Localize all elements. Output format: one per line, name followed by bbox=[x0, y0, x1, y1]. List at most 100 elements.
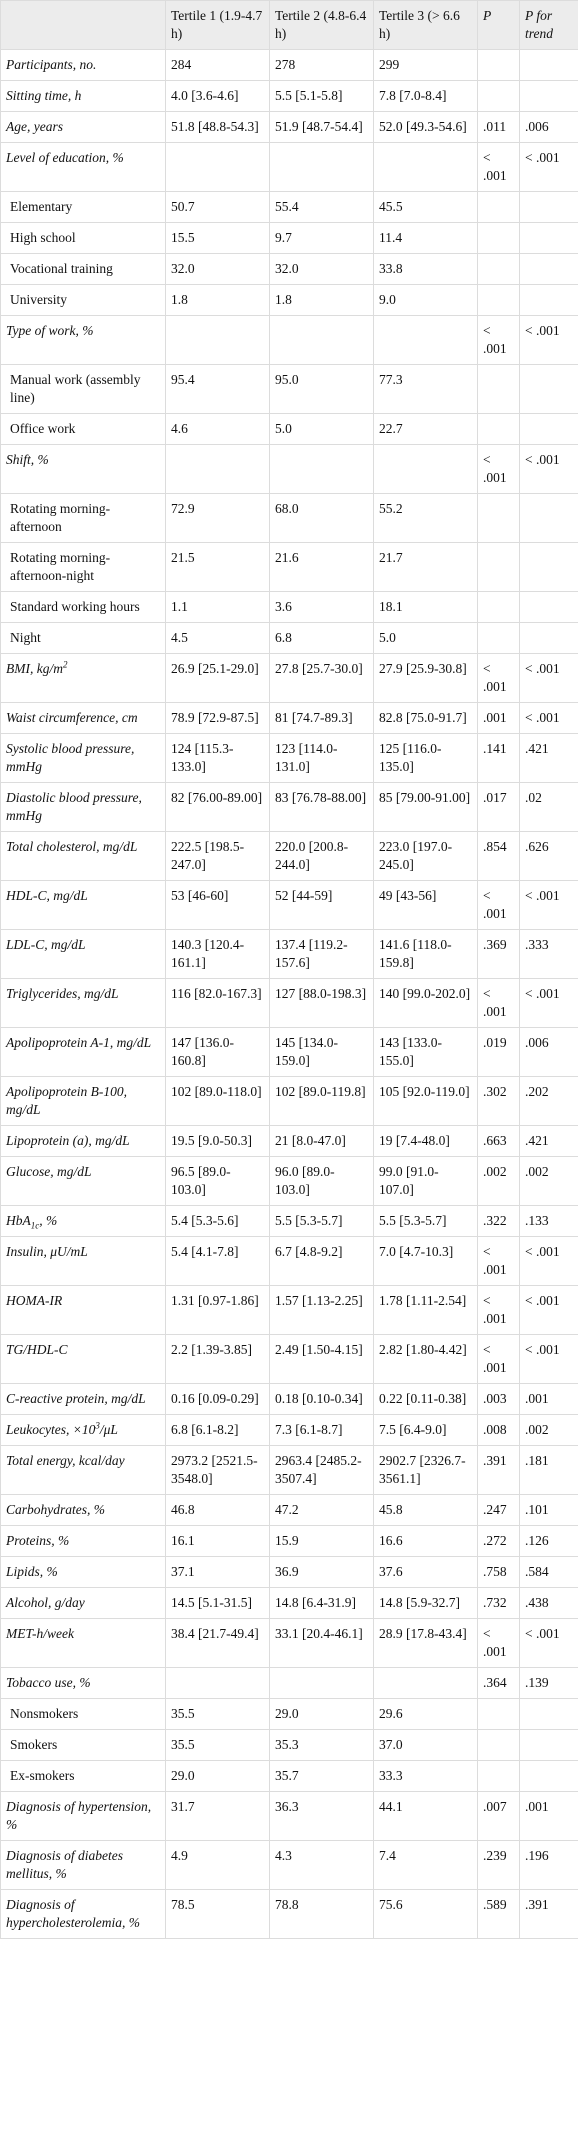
table-cell: 78.9 [72.9-87.5] bbox=[165, 702, 270, 734]
row-label: Tobacco use, % bbox=[0, 1667, 166, 1699]
table-cell: .139 bbox=[519, 1667, 578, 1699]
table-row: HOMA-IR 1.31 [0.97-1.86] 1.57 [1.13-2.25] 1… bbox=[0, 1285, 578, 1335]
table-cell: 37.1 bbox=[165, 1556, 270, 1588]
label-text: Lipids, % bbox=[6, 1564, 58, 1579]
table-cell: 35.5 bbox=[165, 1698, 270, 1730]
row-label: Rotating morning-afternoon bbox=[0, 493, 166, 543]
table-cell: 27.8 [25.7-30.0] bbox=[269, 653, 374, 703]
table-cell: 51.8 [48.8-54.3] bbox=[165, 111, 270, 143]
table-row: Elementary 50.7 55.4 45.5 bbox=[0, 191, 578, 223]
table-cell: .008 bbox=[477, 1414, 520, 1446]
label-text: Shift, % bbox=[6, 452, 49, 467]
table-row: Tobacco use, % .364.139 bbox=[0, 1667, 578, 1699]
table-cell: .002 bbox=[477, 1156, 520, 1206]
table-cell: < .001 bbox=[519, 653, 578, 703]
table-cell: 7.0 [4.7-10.3] bbox=[373, 1236, 478, 1286]
table-cell: .006 bbox=[519, 1027, 578, 1077]
table-row: Type of work, % < .001 < .001 bbox=[0, 315, 578, 365]
label-text: Glucose, mg/dL bbox=[6, 1164, 92, 1179]
row-label: University bbox=[0, 284, 166, 316]
row-label: Night bbox=[0, 622, 166, 654]
table-cell: 1.1 bbox=[165, 591, 270, 623]
label-text: Sitting time, h bbox=[6, 88, 82, 103]
row-label: Lipoprotein (a), mg/dL bbox=[0, 1125, 166, 1157]
row-label: Age, years bbox=[0, 111, 166, 143]
table-cell: 83 [76.78-88.00] bbox=[269, 782, 374, 832]
label-text: Diagnosis of diabetes mellitus, % bbox=[6, 1848, 123, 1881]
table-cell: 220.0 [200.8-244.0] bbox=[269, 831, 374, 881]
label-text: High school bbox=[10, 230, 76, 245]
table-cell: 140 [99.0-202.0] bbox=[373, 978, 478, 1028]
table-cell: 36.3 bbox=[269, 1791, 374, 1841]
row-label: Nonsmokers bbox=[0, 1698, 166, 1730]
table-cell: < .001 bbox=[519, 1618, 578, 1668]
table-cell: 16.6 bbox=[373, 1525, 478, 1557]
table-cell: .247 bbox=[477, 1494, 520, 1526]
row-label: Insulin, μU/mL bbox=[0, 1236, 166, 1286]
table-row: Diagnosis of diabetes mellitus, % 4.9 4.3 7… bbox=[0, 1840, 578, 1890]
table-cell: 52 [44-59] bbox=[269, 880, 374, 930]
table-cell: 15.9 bbox=[269, 1525, 374, 1557]
header-cell: Tertile 2 (4.8-6.4 h) bbox=[269, 0, 374, 50]
table-body: Participants, no. 284 278 299 Sitting time, … bbox=[0, 49, 578, 1939]
table-cell bbox=[477, 542, 520, 592]
table-cell: .421 bbox=[519, 1125, 578, 1157]
table-row: Lipids, % 37.1 36.9 37.6.758.584 bbox=[0, 1556, 578, 1588]
label-text: Diastolic blood pressure, mmHg bbox=[6, 790, 142, 823]
row-label: Rotating morning-afternoon-night bbox=[0, 542, 166, 592]
row-label: Apolipoprotein A-1, mg/dL bbox=[0, 1027, 166, 1077]
table-row: MET-h/week 38.4 [21.7-49.4] 33.1 [20.4-46.… bbox=[0, 1618, 578, 1668]
table-cell: 27.9 [25.9-30.8] bbox=[373, 653, 478, 703]
row-label: Ex-smokers bbox=[0, 1760, 166, 1792]
table-cell: < .001 bbox=[519, 702, 578, 734]
table-cell: 33.1 [20.4-46.1] bbox=[269, 1618, 374, 1668]
table-cell bbox=[477, 191, 520, 223]
table-cell: 137.4 [119.2-157.6] bbox=[269, 929, 374, 979]
table-row: Waist circumference, cm 78.9 [72.9-87.5] 8… bbox=[0, 702, 578, 734]
table-cell: 52.0 [49.3-54.6] bbox=[373, 111, 478, 143]
table-cell: 37.0 bbox=[373, 1729, 478, 1761]
table-row: Smokers 35.5 35.3 37.0 bbox=[0, 1729, 578, 1761]
row-label: C-reactive protein, mg/dL bbox=[0, 1383, 166, 1415]
table-cell bbox=[519, 493, 578, 543]
label-text: Office work bbox=[10, 421, 76, 436]
label-text: Manual work (assembly line) bbox=[10, 372, 141, 405]
row-label: Office work bbox=[0, 413, 166, 445]
row-label: Apolipoprotein B-100, mg/dL bbox=[0, 1076, 166, 1126]
table-cell: 145 [134.0-159.0] bbox=[269, 1027, 374, 1077]
table-cell: 14.8 [5.9-32.7] bbox=[373, 1587, 478, 1619]
table-cell: 4.6 bbox=[165, 413, 270, 445]
row-label: Glucose, mg/dL bbox=[0, 1156, 166, 1206]
table-cell: 51.9 [48.7-54.4] bbox=[269, 111, 374, 143]
table-cell: .333 bbox=[519, 929, 578, 979]
table-cell: 99.0 [91.0-107.0] bbox=[373, 1156, 478, 1206]
table-cell: 38.4 [21.7-49.4] bbox=[165, 1618, 270, 1668]
table-cell: 49 [43-56] bbox=[373, 880, 478, 930]
table-cell: .626 bbox=[519, 831, 578, 881]
header-cell: P bbox=[477, 0, 520, 50]
table-cell: 102 [89.0-118.0] bbox=[165, 1076, 270, 1126]
table-cell: 36.9 bbox=[269, 1556, 374, 1588]
table-cell: 37.6 bbox=[373, 1556, 478, 1588]
table-cell bbox=[519, 542, 578, 592]
row-label: Vocational training bbox=[0, 253, 166, 285]
label-text: Smokers bbox=[10, 1737, 58, 1752]
table-cell: .322 bbox=[477, 1205, 520, 1237]
row-label: Carbohydrates, % bbox=[0, 1494, 166, 1526]
header-cell bbox=[0, 0, 166, 50]
table-cell: 45.8 bbox=[373, 1494, 478, 1526]
table-cell bbox=[373, 142, 478, 192]
table-cell bbox=[165, 1667, 270, 1699]
row-label: BMI, kg/m2 bbox=[0, 653, 166, 703]
table-row: Diagnosis of hypertension, % 31.7 36.3 44.1… bbox=[0, 1791, 578, 1841]
label-text: HDL-C, mg/dL bbox=[6, 888, 88, 903]
label-text: Total energy, kcal/day bbox=[6, 1453, 125, 1468]
data-table: Tertile 1 (1.9-4.7 h) Tertile 2 (4.8-6.4 … bbox=[0, 0, 578, 1939]
table-cell: 2973.2 [2521.5-3548.0] bbox=[165, 1445, 270, 1495]
table-cell: 124 [115.3-133.0] bbox=[165, 733, 270, 783]
table-cell bbox=[519, 191, 578, 223]
table-cell: 299 bbox=[373, 49, 478, 81]
table-row: Vocational training 32.0 32.0 33.8 bbox=[0, 253, 578, 285]
table-cell: 5.0 bbox=[373, 622, 478, 654]
